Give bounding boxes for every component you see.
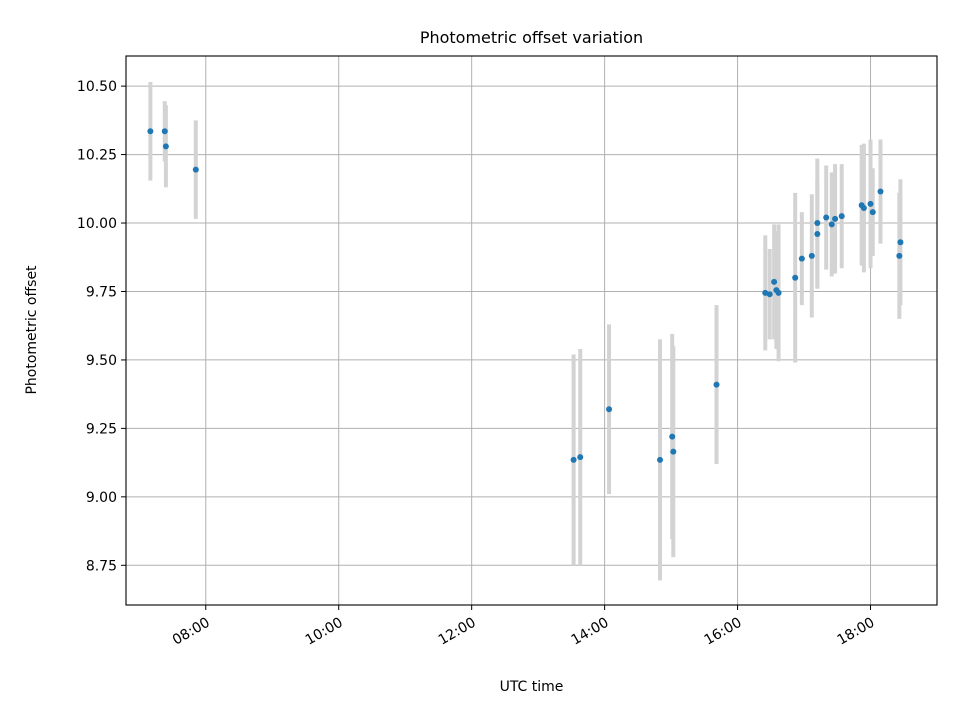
data-point (828, 221, 835, 228)
data-point (798, 255, 805, 262)
data-point (867, 200, 874, 207)
data-point (657, 456, 664, 463)
x-axis-label: UTC time (500, 679, 564, 695)
data-point (775, 289, 782, 296)
data-point (606, 406, 613, 413)
data-point (766, 291, 773, 298)
data-point (877, 188, 884, 195)
data-point (897, 239, 904, 246)
y-tick-label: 9.75 (86, 284, 117, 300)
data-point (192, 166, 199, 173)
data-point (869, 209, 876, 216)
y-tick-label: 9.25 (86, 421, 117, 437)
chart-title: Photometric offset variation (420, 28, 643, 47)
y-tick-label: 10.00 (77, 216, 117, 232)
data-point (161, 128, 168, 135)
data-point (771, 278, 778, 285)
plot-area (126, 56, 937, 605)
data-point (814, 230, 821, 237)
data-point (162, 143, 169, 150)
data-point (838, 213, 845, 220)
data-point (147, 128, 154, 135)
data-point (792, 274, 799, 281)
y-axis-label: Photometric offset (24, 265, 40, 395)
data-point (570, 456, 577, 463)
y-tick-label: 10.50 (77, 79, 117, 95)
data-point (669, 433, 676, 440)
data-points (147, 128, 904, 463)
y-axis-ticks: 8.75 9.00 9.25 9.50 9.75 10.00 10.25 10.50 (77, 79, 126, 574)
data-point (670, 448, 677, 455)
y-tick-label: 9.50 (86, 353, 117, 369)
y-tick-label: 9.00 (86, 490, 117, 506)
data-point (814, 220, 821, 227)
plot-frame (125, 55, 938, 606)
y-tick-label: 10.25 (77, 148, 117, 164)
data-point (577, 454, 584, 461)
data-point (823, 214, 830, 221)
data-point (832, 215, 839, 222)
data-point (713, 381, 720, 388)
data-point (896, 252, 903, 259)
y-tick-label: 8.75 (86, 558, 117, 574)
data-point (860, 204, 867, 211)
data-point (808, 252, 815, 259)
